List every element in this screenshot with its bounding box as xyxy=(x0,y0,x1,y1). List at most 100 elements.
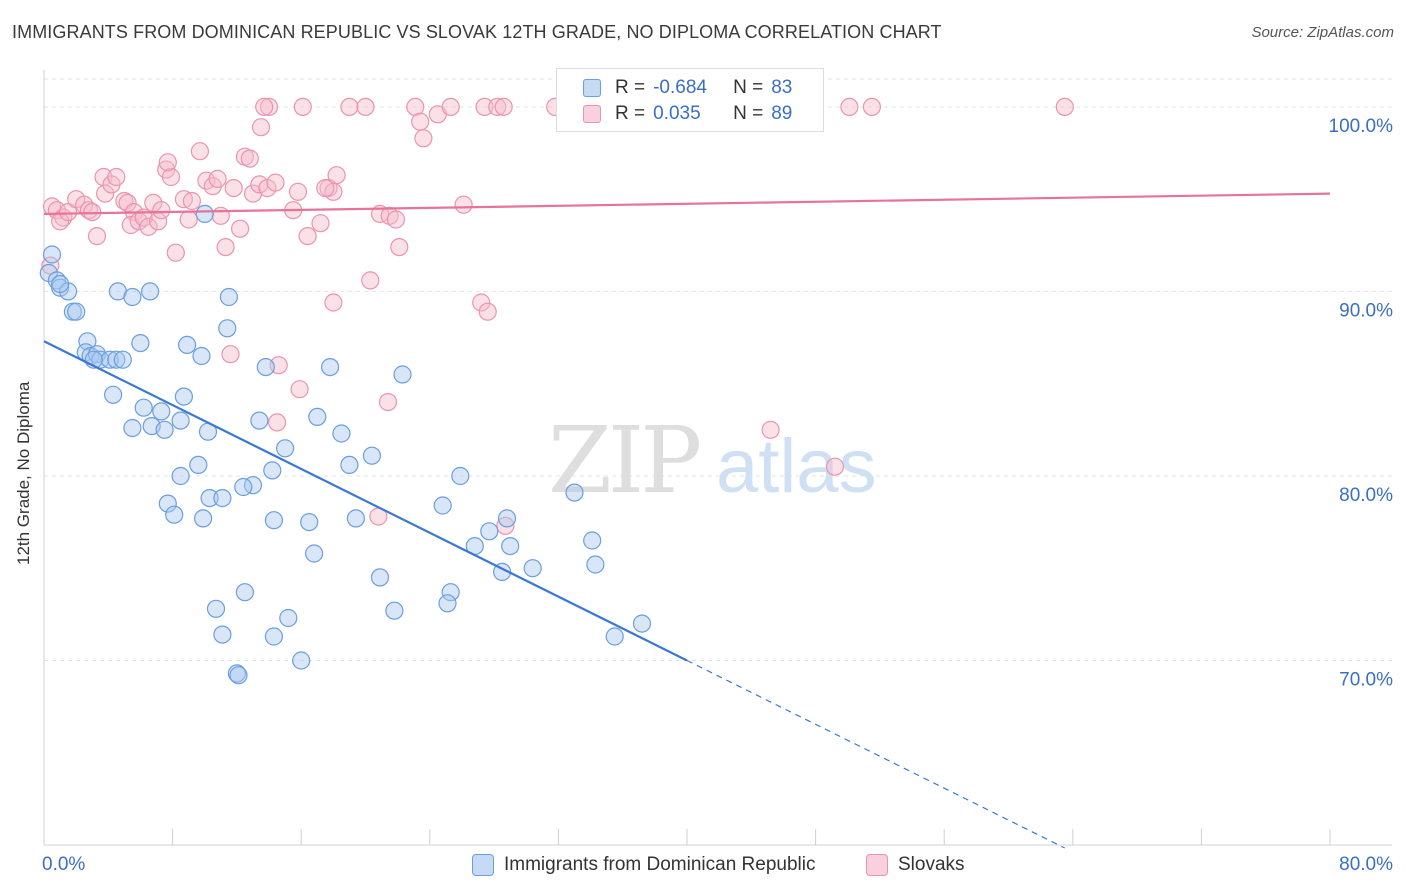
data-point xyxy=(218,319,237,338)
data-point xyxy=(178,335,197,354)
legend-r-value: -0.684 xyxy=(653,77,707,98)
data-point xyxy=(279,608,298,628)
data-point xyxy=(390,238,409,257)
data-point xyxy=(414,129,433,148)
data-point xyxy=(152,402,171,421)
trend-lines xyxy=(43,192,1331,849)
legend-swatch-slovaks xyxy=(866,854,888,876)
data-point xyxy=(346,509,365,528)
data-point xyxy=(141,282,160,301)
data-point xyxy=(213,489,232,508)
data-point xyxy=(632,614,652,633)
data-point xyxy=(171,411,190,430)
data-point xyxy=(208,169,227,188)
data-point xyxy=(231,219,250,238)
data-point xyxy=(131,334,150,353)
data-point xyxy=(42,245,62,264)
data-point xyxy=(50,274,70,294)
legend-swatch-blue xyxy=(583,79,601,97)
data-point xyxy=(263,461,282,480)
data-point xyxy=(95,184,115,203)
data-point xyxy=(235,583,254,602)
y-tick-label: 70.0% xyxy=(1339,669,1393,690)
axes xyxy=(43,70,1392,846)
data-point xyxy=(523,559,542,578)
data-point xyxy=(441,97,460,117)
data-point xyxy=(118,193,137,212)
data-point xyxy=(494,97,513,117)
data-point xyxy=(488,97,507,117)
data-point xyxy=(583,531,602,550)
data-point xyxy=(250,411,269,430)
data-point xyxy=(182,191,201,211)
data-point xyxy=(219,287,238,307)
data-point xyxy=(475,97,494,117)
data-point xyxy=(100,350,120,369)
x-tick-label: 0.0% xyxy=(42,854,85,875)
data-point xyxy=(340,97,359,117)
data-point xyxy=(107,350,126,369)
data-point xyxy=(433,496,452,515)
data-point xyxy=(213,625,232,644)
data-point xyxy=(179,210,198,229)
data-point xyxy=(192,346,211,366)
data-point xyxy=(268,413,287,432)
data-point xyxy=(158,153,177,172)
legend-n-label: N = xyxy=(733,77,764,98)
legend-r-label: R = xyxy=(615,103,646,124)
data-point xyxy=(190,142,209,161)
trend-line-blue xyxy=(43,340,688,662)
data-point xyxy=(240,149,259,168)
data-point xyxy=(259,97,279,117)
data-point xyxy=(565,483,584,502)
data-point xyxy=(206,599,226,618)
data-point xyxy=(825,457,845,476)
data-point xyxy=(251,118,271,137)
legend-r-label: R = xyxy=(615,77,646,98)
data-point xyxy=(292,651,311,670)
data-point xyxy=(103,385,123,404)
correlation-legend: R = -0.684 N = 83 R = 0.035 N = 89 xyxy=(556,68,824,132)
data-point xyxy=(862,97,882,117)
data-point xyxy=(362,446,381,465)
legend-r-value: 0.035 xyxy=(653,103,701,124)
data-point xyxy=(107,167,126,187)
legend-item-dominican: Immigrants from Dominican Republic xyxy=(472,851,816,879)
data-point xyxy=(478,302,497,321)
chart-title: IMMIGRANTS FROM DOMINICAN REPUBLIC VS SL… xyxy=(12,22,942,42)
data-point xyxy=(174,387,193,406)
data-point xyxy=(211,206,230,225)
data-point xyxy=(255,97,274,117)
data-point xyxy=(87,227,107,246)
trend-line-extension-blue xyxy=(686,659,1066,849)
data-point xyxy=(308,407,327,426)
watermark-zip: ZIP xyxy=(548,407,699,514)
data-point xyxy=(158,494,177,513)
legend-swatch-dominican xyxy=(472,854,494,876)
data-point xyxy=(58,203,78,222)
data-point xyxy=(165,505,184,524)
legend-n-value: 83 xyxy=(771,77,793,98)
data-point xyxy=(1055,97,1074,117)
data-point xyxy=(123,418,142,438)
legend-swatch-pink xyxy=(583,105,601,123)
data-point xyxy=(321,358,340,377)
data-point xyxy=(200,489,219,508)
tick-labels: 70.0% 80.0% 90.0% 100.0% 0.0% 80.0% xyxy=(42,116,1393,875)
data-point xyxy=(171,466,190,486)
data-point xyxy=(480,522,499,541)
source-label: Source: ZipAtlas.com xyxy=(1251,24,1394,41)
data-point xyxy=(305,544,324,563)
data-point xyxy=(194,509,213,528)
watermark-atlas: atlas xyxy=(716,424,877,509)
data-point xyxy=(370,568,390,587)
data-point xyxy=(496,516,515,535)
data-point xyxy=(166,243,185,262)
y-tick-label: 100.0% xyxy=(1329,116,1394,137)
x-tick-label: 80.0% xyxy=(1339,854,1393,875)
data-point xyxy=(332,424,351,443)
data-point xyxy=(234,477,253,497)
data-point xyxy=(288,182,308,201)
trend-line-pink xyxy=(43,192,1331,216)
data-point xyxy=(256,358,275,377)
